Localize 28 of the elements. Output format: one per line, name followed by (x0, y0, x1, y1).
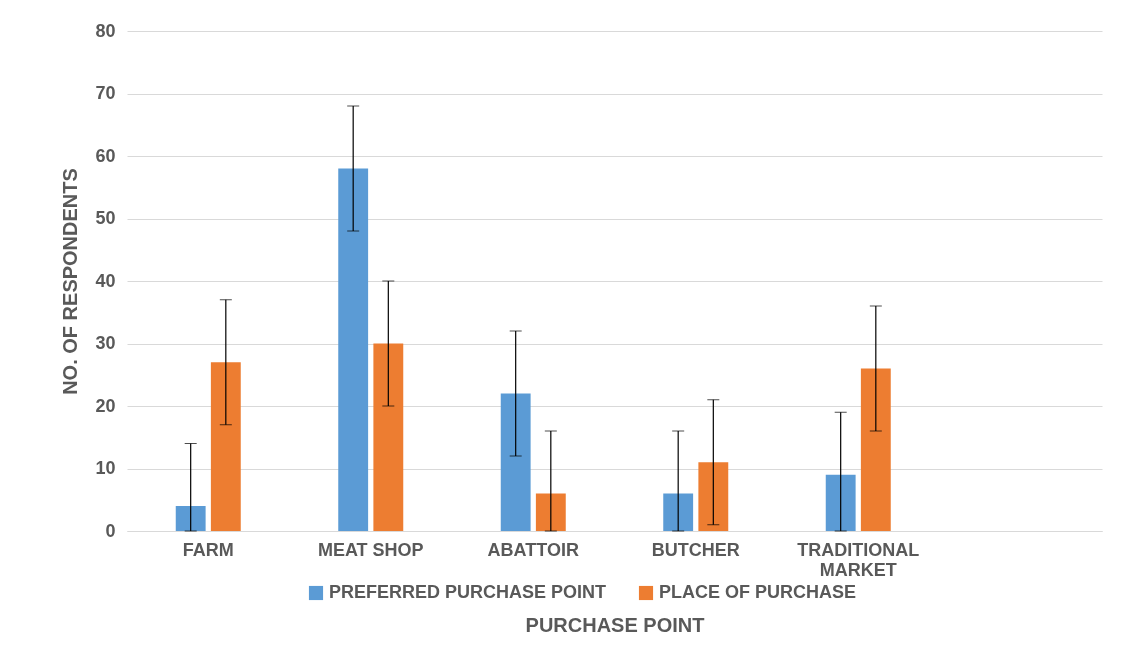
bar (338, 168, 369, 531)
x-tick-label: MEAT SHOP (317, 539, 424, 560)
legend-label: PREFERRED PURCHASE POINT (329, 582, 607, 602)
x-tick-label: TRADITIONAL MARKET (797, 539, 920, 580)
y-axis-title: NO. OF RESPONDENTS (59, 168, 82, 395)
x-tick-label: ABATTOIR (487, 539, 579, 560)
y-tick-label: 40 (95, 270, 116, 291)
y-tick-label: 80 (95, 20, 116, 41)
y-tick-label: 30 (95, 333, 116, 353)
bar (698, 462, 729, 531)
y-tick-label: 10 (95, 458, 116, 478)
bar (860, 368, 891, 531)
x-tick-label: BUTCHER (651, 539, 740, 560)
y-tick-label: 20 (95, 395, 116, 416)
bar (175, 506, 206, 531)
x-axis-title: PURCHASE POINT (525, 613, 705, 636)
bar (500, 393, 531, 531)
x-tick-label: FARM (182, 539, 234, 560)
legend-label: PLACE OF PURCHASE (659, 582, 857, 602)
bar (825, 474, 856, 531)
bar (210, 362, 241, 531)
y-tick-label: 70 (95, 83, 116, 103)
y-tick-label: 50 (95, 208, 116, 228)
bar (663, 493, 694, 531)
y-tick-label: 60 (95, 145, 116, 166)
bar (373, 343, 404, 531)
y-tick-label: 0 (105, 520, 116, 541)
bar (535, 493, 566, 531)
